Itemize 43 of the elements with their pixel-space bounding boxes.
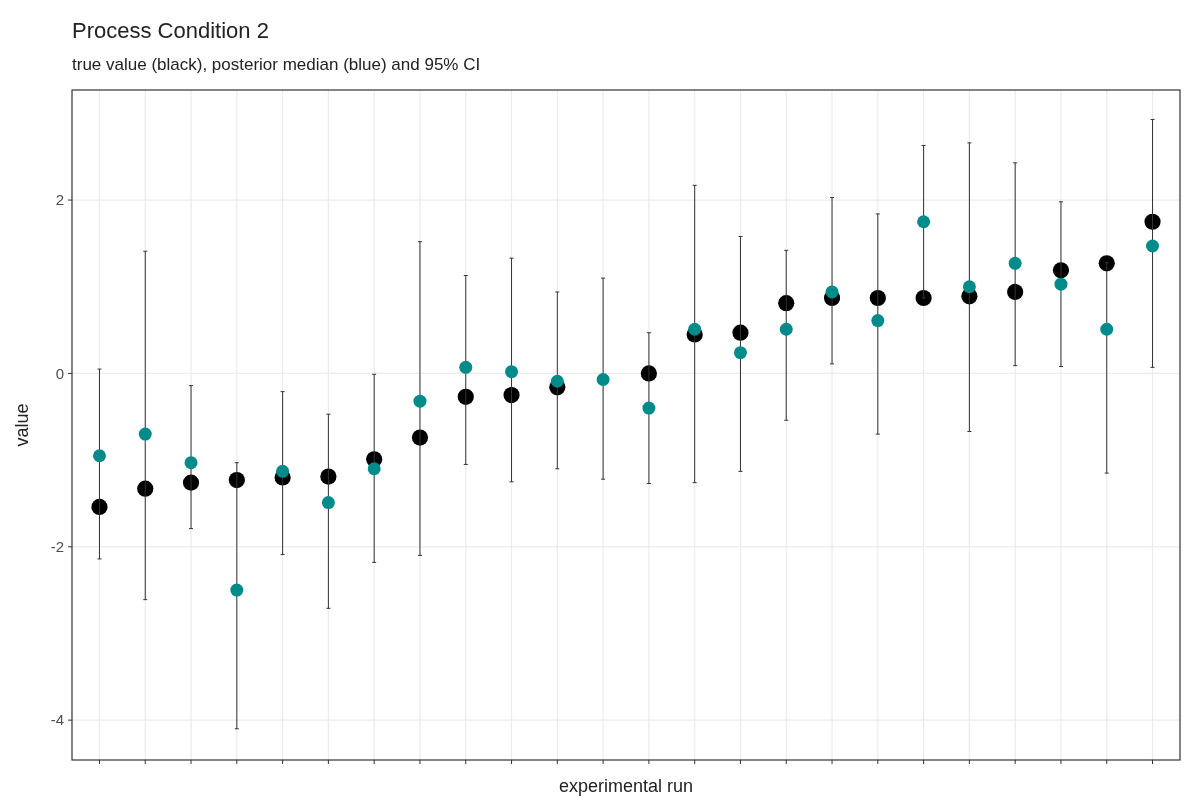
point [137, 480, 154, 497]
y-tick-label: 0 [55, 364, 64, 382]
chart-title: Process Condition 2 [72, 18, 269, 43]
chart-subtitle: true value (black), posterior median (blue) and 95% CI [72, 55, 481, 74]
point [1146, 239, 1160, 253]
y-tick-label: -2 [50, 538, 64, 556]
point [642, 401, 656, 415]
y-axis-title: value [12, 403, 32, 447]
y-tick-label: -4 [50, 711, 64, 729]
point [1098, 255, 1115, 272]
point [503, 387, 520, 404]
point [505, 365, 519, 379]
point [779, 322, 793, 336]
point [184, 456, 198, 470]
point [91, 498, 108, 516]
point [869, 289, 886, 307]
point [778, 295, 795, 312]
point [413, 394, 427, 408]
point [459, 360, 473, 374]
point [1100, 322, 1114, 336]
point [1054, 277, 1068, 291]
point [321, 496, 335, 510]
y-tick-label: 2 [55, 191, 64, 209]
point [825, 285, 839, 299]
point [915, 289, 932, 307]
point [92, 449, 106, 463]
point [596, 373, 610, 386]
point [228, 471, 245, 489]
point [367, 462, 381, 476]
point [871, 314, 885, 328]
point [230, 583, 244, 597]
point [457, 388, 474, 405]
point [276, 464, 290, 478]
point [962, 280, 976, 294]
point [688, 322, 702, 336]
point [550, 374, 564, 388]
point [917, 215, 931, 229]
point [1008, 256, 1022, 270]
point [1007, 283, 1024, 301]
x-axis-title: experimental run [558, 776, 694, 796]
point [733, 346, 747, 360]
point [732, 324, 749, 341]
point [138, 427, 152, 441]
